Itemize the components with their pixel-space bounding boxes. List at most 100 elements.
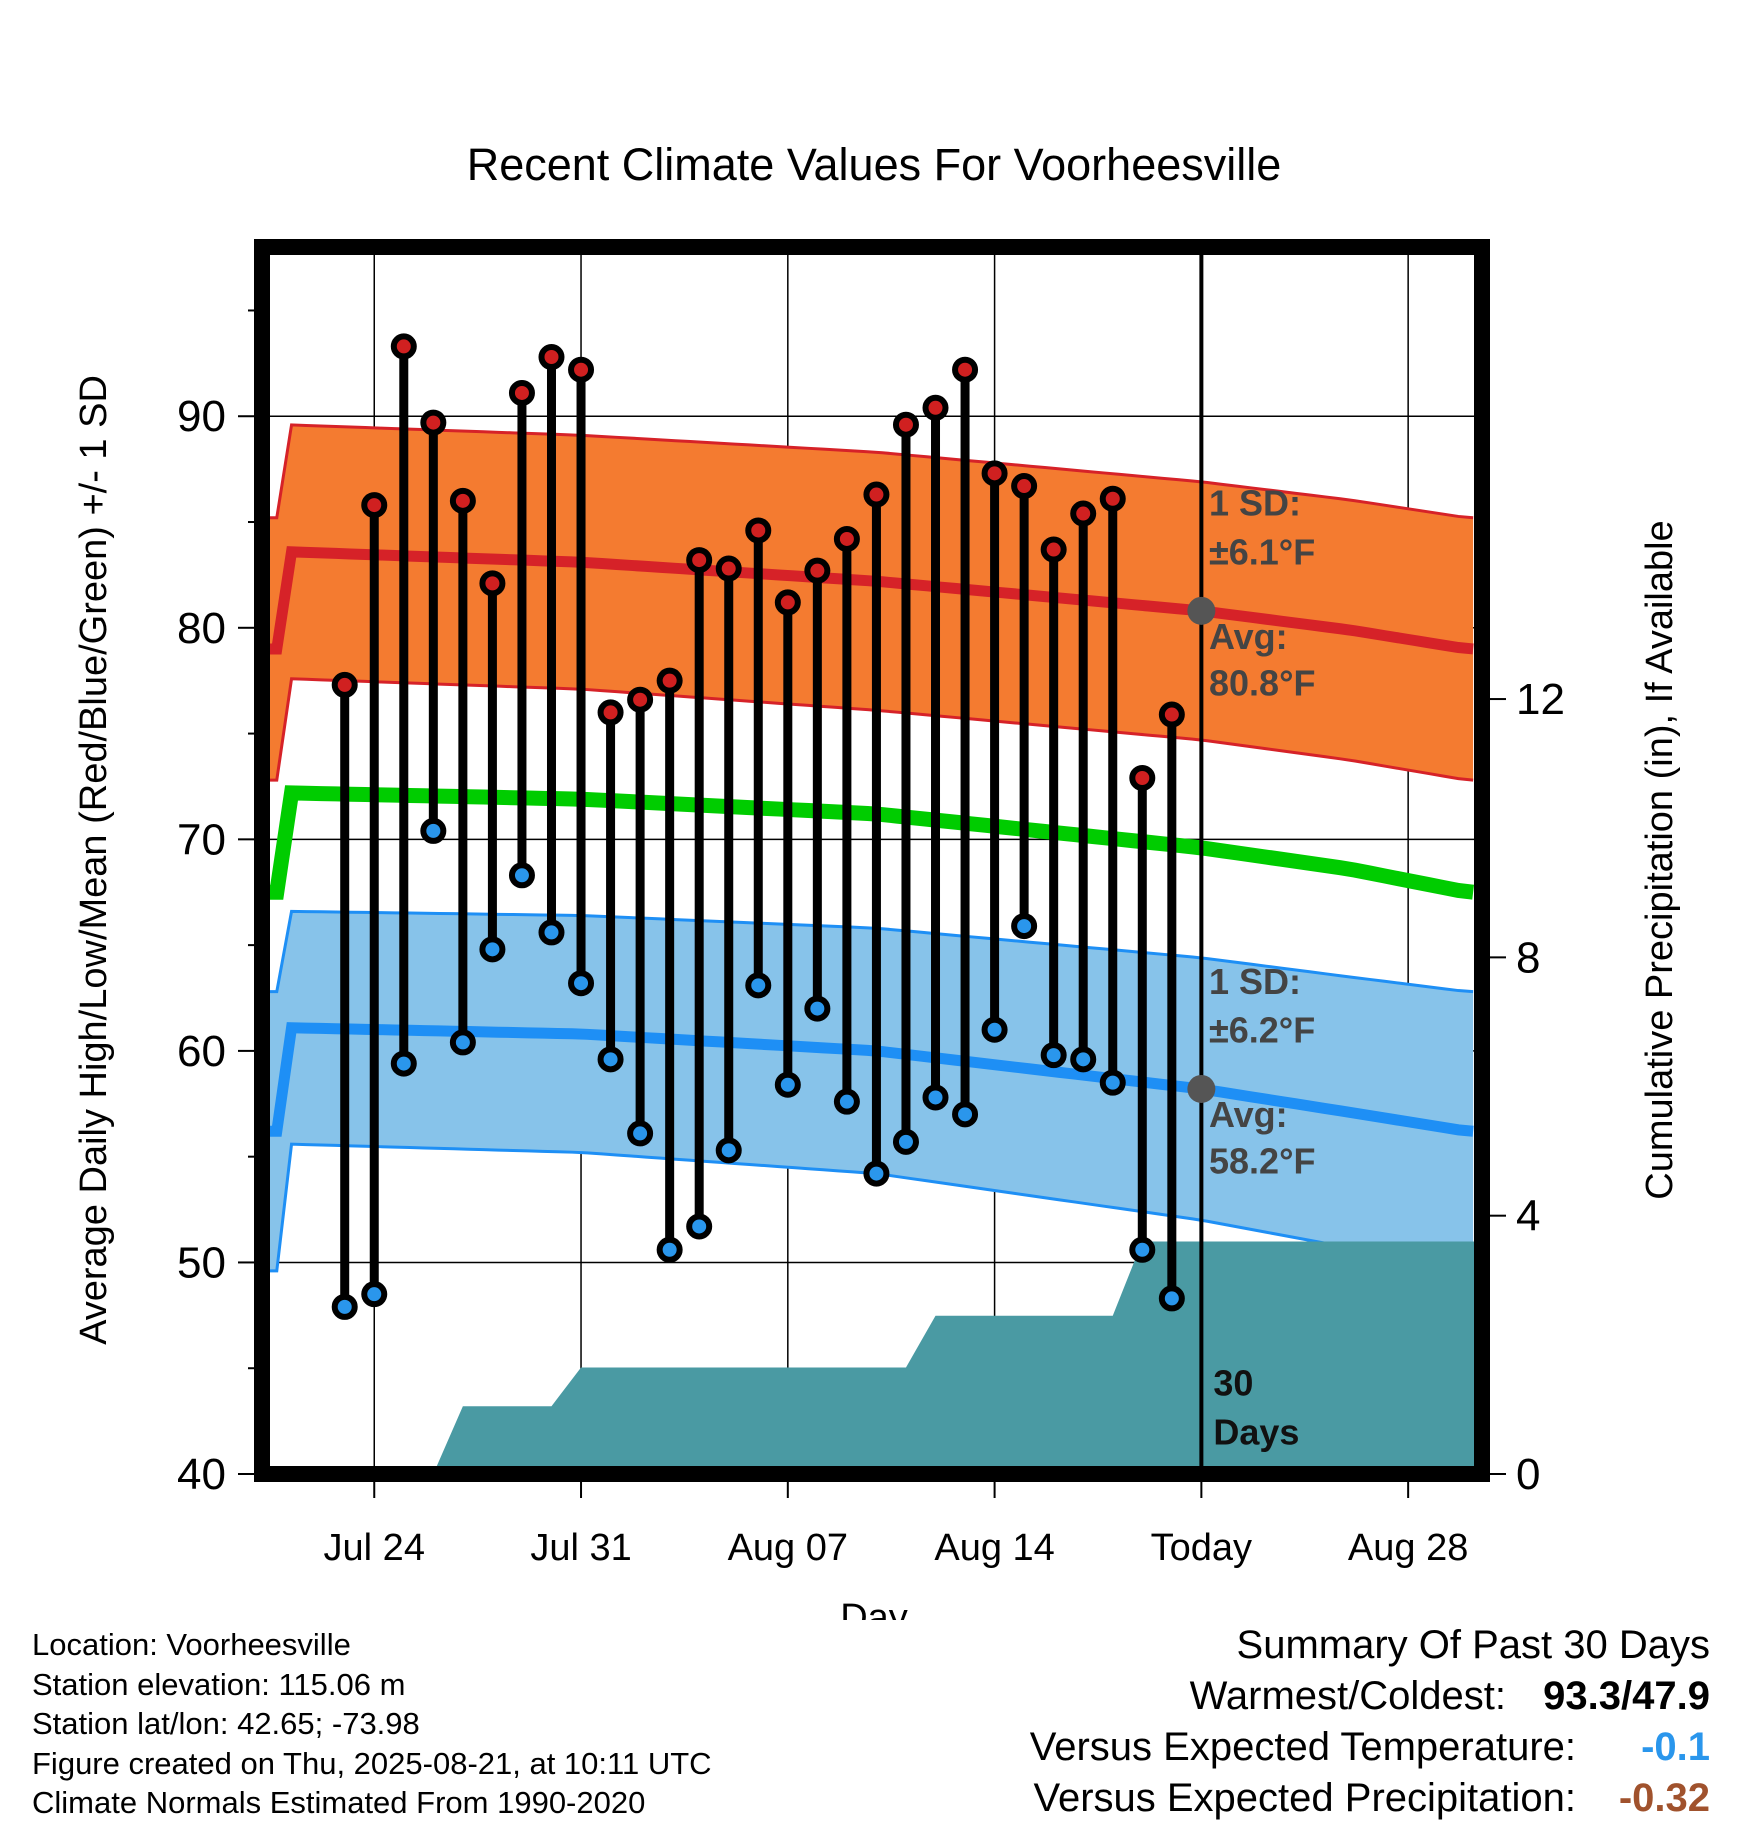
temp-row: Versus Expected Temperature: -0.1 xyxy=(1030,1722,1710,1773)
daily-high-point xyxy=(833,525,860,552)
daily-low-point xyxy=(420,817,447,844)
daily-low-point xyxy=(656,1236,683,1263)
days-annotation-line2: Days xyxy=(1213,1411,1299,1452)
precip-row: Versus Expected Precipitation: -0.32 xyxy=(1030,1773,1710,1824)
y2-axis-label: Cumulative Precipitation (in), If Availa… xyxy=(1639,520,1681,1199)
high-sd-annotation-line1: 1 SD: xyxy=(1209,483,1301,524)
daily-high-point xyxy=(479,570,506,597)
high-sd-annotation-line2: ±6.1°F xyxy=(1209,531,1315,572)
daily-low-point xyxy=(449,1029,476,1056)
daily-low-point xyxy=(627,1120,654,1147)
daily-low-point xyxy=(508,862,535,889)
x-tick-label: Jul 31 xyxy=(530,1527,631,1569)
daily-low-point xyxy=(538,919,565,946)
daily-low-point xyxy=(479,936,506,963)
daily-low-point xyxy=(1158,1285,1185,1312)
daily-low-point xyxy=(1070,1046,1097,1073)
today-low-avg-marker xyxy=(1187,1074,1216,1103)
daily-high-point xyxy=(1158,701,1185,728)
precip-value: -0.32 xyxy=(1618,1776,1710,1820)
daily-high-point xyxy=(1011,473,1038,500)
high-avg-annotation-line1: Avg: xyxy=(1209,616,1288,657)
climate-chart: Recent Climate Values For Voorheesville … xyxy=(73,139,1681,1620)
daily-low-point xyxy=(390,1050,417,1077)
y-tick-label: 40 xyxy=(177,1450,226,1499)
x-axis-label: Day xyxy=(840,1597,908,1620)
daily-low-point xyxy=(568,970,595,997)
x-tick-label: Today xyxy=(1151,1527,1252,1569)
daily-low-point xyxy=(1040,1042,1067,1069)
high-avg-annotation-line2: 80.8°F xyxy=(1209,662,1315,703)
precip-label: Versus Expected Precipitation: xyxy=(1033,1776,1576,1820)
daily-high-point xyxy=(1070,500,1097,527)
warmest-value: 93.3/47.9 xyxy=(1543,1674,1710,1718)
x-tick-label: Aug 07 xyxy=(728,1527,848,1569)
low-sd-annotation-line2: ±6.2°F xyxy=(1209,1009,1315,1050)
daily-high-point xyxy=(715,555,742,582)
daily-high-point xyxy=(745,517,772,544)
daily-low-point xyxy=(1011,913,1038,940)
y-tick-label: 80 xyxy=(177,604,226,653)
daily-high-point xyxy=(981,460,1008,487)
daily-low-point xyxy=(715,1137,742,1164)
precip-area xyxy=(433,1241,1482,1474)
station-info: Location: Voorheesville Station elevatio… xyxy=(32,1625,712,1823)
summary-title: Summary Of Past 30 Days xyxy=(1236,1623,1710,1667)
temp-label: Versus Expected Temperature: xyxy=(1029,1725,1576,1769)
daily-high-point xyxy=(774,589,801,616)
daily-low-point xyxy=(361,1281,388,1308)
y-axis-label: Average Daily High/Low/Mean (Red/Blue/Gr… xyxy=(73,375,115,1345)
daily-high-point xyxy=(361,492,388,519)
daily-low-point xyxy=(981,1016,1008,1043)
low-avg-annotation-line1: Avg: xyxy=(1209,1094,1288,1135)
daily-low-point xyxy=(597,1046,624,1073)
daily-high-point xyxy=(508,379,535,406)
today-high-avg-marker xyxy=(1187,596,1216,625)
daily-high-point xyxy=(863,481,890,508)
y2-tick-label: 8 xyxy=(1516,933,1540,982)
daily-high-point xyxy=(804,557,831,584)
y-tick-label: 70 xyxy=(177,815,226,864)
summary-panel: Summary Of Past 30 Days Warmest/Coldest:… xyxy=(1030,1620,1710,1824)
daily-high-point xyxy=(597,699,624,726)
latlon-text: Station lat/lon: 42.65; -73.98 xyxy=(32,1706,420,1741)
x-tick-label: Aug 28 xyxy=(1348,1527,1468,1569)
plot-frame xyxy=(254,239,1490,1482)
daily-low-point xyxy=(1099,1069,1126,1096)
daily-low-point xyxy=(745,972,772,999)
elevation-text: Station elevation: 115.06 m xyxy=(32,1666,406,1702)
daily-low-point xyxy=(922,1084,949,1111)
warmest-row: Warmest/Coldest: 93.3/47.9 xyxy=(1030,1671,1710,1722)
daily-high-point xyxy=(686,547,713,574)
y-tick-label: 90 xyxy=(177,392,226,441)
daily-low-point xyxy=(1129,1236,1156,1263)
daily-low-point xyxy=(863,1160,890,1187)
daily-high-point xyxy=(1040,536,1067,563)
daily-low-point xyxy=(892,1128,919,1155)
daily-low-point xyxy=(804,995,831,1022)
y2-tick-label: 12 xyxy=(1516,675,1565,724)
daily-high-point xyxy=(922,394,949,421)
low-avg-annotation-line2: 58.2°F xyxy=(1209,1141,1315,1182)
created-text: Figure created on Thu, 2025-08-21, at 10… xyxy=(32,1745,712,1781)
daily-low-point xyxy=(833,1088,860,1115)
plot-area: 1 SD: ±6.1°F Avg: 80.8°F 1 SD: ±6.2°F Avg: 58.2… xyxy=(177,239,1565,1569)
location-text: Location: Voorheesville xyxy=(32,1627,351,1662)
chart-title: Recent Climate Values For Voorheesville xyxy=(467,139,1282,190)
days-annotation-line1: 30 xyxy=(1213,1363,1253,1404)
y-tick-label: 50 xyxy=(177,1238,226,1287)
low-sd-annotation-line1: 1 SD: xyxy=(1209,961,1301,1002)
daily-low-point xyxy=(952,1101,979,1128)
x-tick-label: Jul 24 xyxy=(324,1527,425,1569)
y-tick-label: 60 xyxy=(177,1027,226,1076)
normal-mean-line xyxy=(262,785,1475,900)
y2-tick-label: 0 xyxy=(1516,1450,1540,1499)
warmest-label: Warmest/Coldest: xyxy=(1189,1674,1506,1718)
x-tick-label: Aug 14 xyxy=(934,1527,1054,1569)
daily-low-point xyxy=(331,1293,358,1320)
daily-high-point xyxy=(952,356,979,383)
daily-high-point xyxy=(568,356,595,383)
daily-high-point xyxy=(1129,764,1156,791)
daily-high-point xyxy=(892,411,919,438)
temp-value: -0.1 xyxy=(1641,1725,1710,1769)
